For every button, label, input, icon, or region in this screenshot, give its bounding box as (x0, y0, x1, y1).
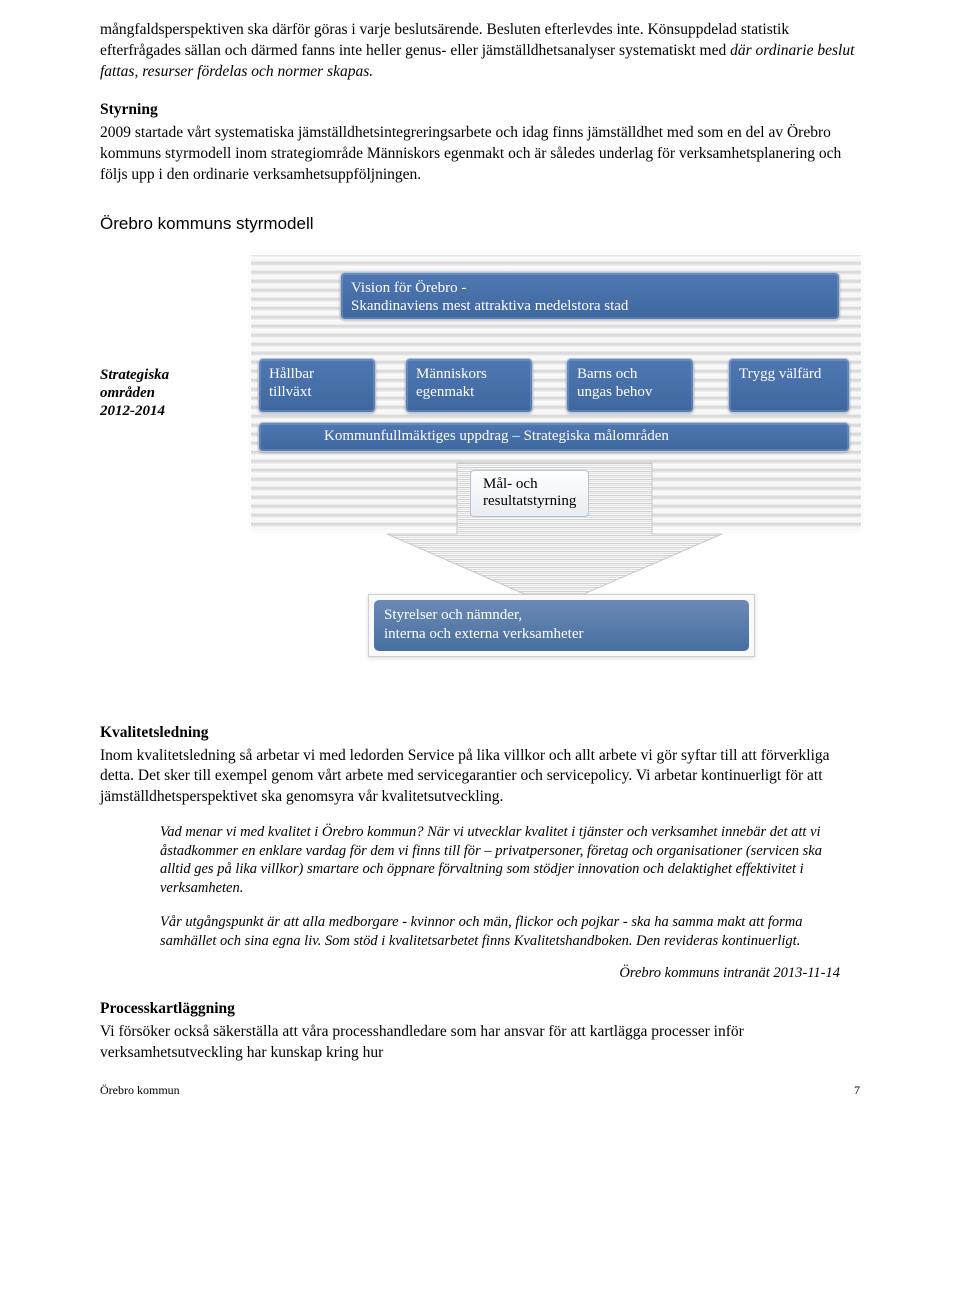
footer-left: Örebro kommun (100, 1083, 180, 1098)
quote2: Vår utgångspunkt är att alla medborgare … (160, 913, 840, 951)
box1-l1: Hållbar (269, 365, 365, 384)
box-manniskors: Människors egenmakt (405, 358, 533, 413)
styrmodell-diagram: Strategiska områden 2012-2014 Vision för… (100, 254, 860, 684)
left-label-line2: områden (100, 384, 220, 402)
strip-b: Strategiska målområden (524, 428, 669, 444)
arrow-l2: resultatstyrning (483, 493, 576, 510)
lower-l2: interna och externa verksamheter (384, 625, 739, 645)
strip-a: Kommunfullmäktiges uppdrag – (324, 428, 524, 444)
vision-line2: Skandinaviens mest attraktiva medelstora… (351, 297, 829, 316)
page-footer: Örebro kommun 7 (100, 1083, 860, 1098)
heading-kvalitet: Kvalitetsledning (100, 724, 860, 742)
lower-l1: Styrelser och nämnder, (384, 606, 739, 626)
arrow-label: Mål- och resultatstyrning (470, 470, 589, 517)
heading-styrmodell: Örebro kommuns styrmodell (100, 214, 860, 234)
box3-l2: ungas behov (577, 383, 683, 402)
box3-l1: Barns och (577, 365, 683, 384)
box-hallbar: Hållbar tillväxt (258, 358, 376, 413)
heading-process: Processkartläggning (100, 1000, 860, 1018)
box4: Trygg välfärd (739, 365, 839, 384)
box2-l2: egenmakt (416, 383, 522, 402)
box2-l1: Människors (416, 365, 522, 384)
footer-page-number: 7 (854, 1083, 860, 1098)
left-label-line3: 2012-2014 (100, 402, 220, 420)
lower-inner: Styrelser och nämnder, interna och exter… (374, 600, 749, 651)
arrow-l1: Mål- och (483, 476, 576, 493)
process-paragraph: Vi försöker också säkerställa att våra p… (100, 1022, 860, 1064)
intro-text: mångfaldsperspektiven ska därför göras i… (100, 21, 789, 59)
box-trygg: Trygg välfärd (728, 358, 850, 413)
heading-styrning: Styrning (100, 101, 860, 119)
box1-l2: tillväxt (269, 383, 365, 402)
kvalitet-paragraph: Inom kvalitetsledning så arbetar vi med … (100, 746, 860, 809)
attribution: Örebro kommuns intranät 2013-11-14 (160, 965, 840, 982)
left-label: Strategiska områden 2012-2014 (100, 366, 220, 420)
box-barns: Barns och ungas behov (566, 358, 694, 413)
vision-chip: Vision för Örebro - Skandinaviens mest a… (340, 272, 840, 320)
quote1: Vad menar vi med kvalitet i Örebro kommu… (160, 823, 840, 898)
strip-kommunfullmaktige: Kommunfullmäktiges uppdrag – Strategiska… (258, 422, 850, 452)
intro-paragraph: mångfaldsperspektiven ska därför göras i… (100, 20, 860, 83)
left-label-line1: Strategiska (100, 366, 220, 384)
lower-box: Styrelser och nämnder, interna och exter… (368, 594, 755, 657)
styrning-paragraph: 2009 startade vårt systematiska jämställ… (100, 123, 860, 186)
vision-line1: Vision för Örebro - (351, 279, 829, 298)
